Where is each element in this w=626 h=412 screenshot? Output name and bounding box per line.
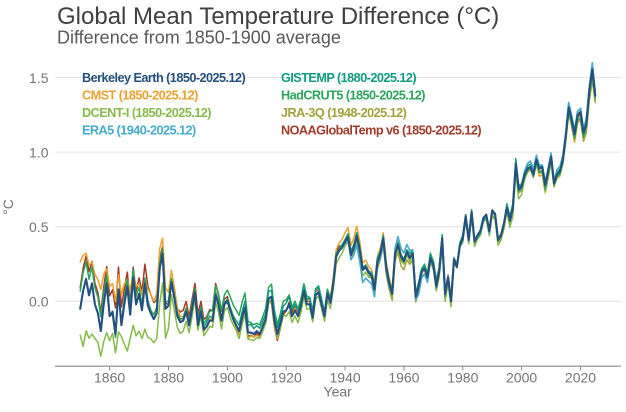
svg-text:Difference from 1850-1900 aver: Difference from 1850-1900 average <box>57 28 341 48</box>
svg-text:2000: 2000 <box>506 370 537 386</box>
svg-text:1920: 1920 <box>271 370 302 386</box>
svg-text:ERA5 (1940-2025.12): ERA5 (1940-2025.12) <box>82 123 196 137</box>
svg-text:HadCRUT5 (1850-2025.12): HadCRUT5 (1850-2025.12) <box>281 88 425 102</box>
svg-text:1.5: 1.5 <box>29 70 49 86</box>
svg-text:1860: 1860 <box>94 370 125 386</box>
svg-text:Global Mean Temperature Differ: Global Mean Temperature Difference (°C) <box>57 3 499 30</box>
svg-text:1.0: 1.0 <box>29 144 49 160</box>
svg-text:GISTEMP (1880-2025.12): GISTEMP (1880-2025.12) <box>281 71 416 85</box>
svg-text:1980: 1980 <box>447 370 478 386</box>
svg-text:CMST (1850-2025.12): CMST (1850-2025.12) <box>82 88 198 102</box>
svg-text:Year: Year <box>324 384 353 400</box>
svg-text:2020: 2020 <box>565 370 596 386</box>
svg-text:Berkeley Earth (1850-2025.12): Berkeley Earth (1850-2025.12) <box>82 71 246 85</box>
svg-text:°C: °C <box>0 199 16 215</box>
svg-text:1900: 1900 <box>212 370 243 386</box>
svg-text:1880: 1880 <box>153 370 184 386</box>
svg-text:0.5: 0.5 <box>29 219 49 235</box>
svg-text:NOAAGlobalTemp v6 (1850-2025.1: NOAAGlobalTemp v6 (1850-2025.12) <box>281 123 481 137</box>
svg-text:JRA-3Q (1948-2025.12): JRA-3Q (1948-2025.12) <box>281 106 407 120</box>
svg-text:DCENT-I (1850-2025.12): DCENT-I (1850-2025.12) <box>82 106 211 120</box>
svg-text:1940: 1940 <box>330 370 361 386</box>
svg-text:0.0: 0.0 <box>29 294 49 310</box>
svg-text:1960: 1960 <box>388 370 419 386</box>
